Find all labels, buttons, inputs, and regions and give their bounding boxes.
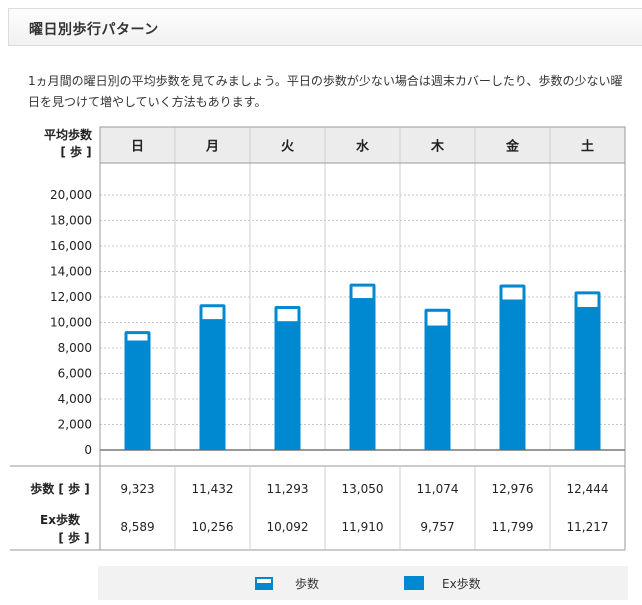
ex-steps-value-cell: 11,910 — [342, 520, 384, 534]
row-label-ex-steps: Ex歩数 — [40, 512, 81, 527]
steps-bar-inner — [577, 294, 598, 307]
y-tick-label: 16,000 — [50, 239, 92, 253]
ex-steps-value-cell: 10,256 — [192, 520, 234, 534]
steps-value-cell: 9,323 — [120, 482, 154, 496]
y-tick-label: 10,000 — [50, 316, 92, 330]
ex-steps-value-cell: 9,757 — [420, 520, 454, 534]
day-label: 月 — [205, 140, 219, 155]
steps-bar-inner — [502, 287, 523, 300]
y-tick-label: 20,000 — [50, 188, 92, 202]
ex-steps-bar — [124, 340, 151, 450]
ex-steps-value-cell: 11,217 — [567, 520, 609, 534]
steps-value-cell: 13,050 — [342, 482, 384, 496]
data-table-frame — [99, 465, 626, 551]
y-tick-label: 8,000 — [58, 341, 92, 355]
ex-steps-bar — [574, 306, 601, 450]
section-header: 曜日別歩行パターン — [8, 8, 642, 46]
y-tick-label: 4,000 — [58, 392, 92, 406]
steps-bar-inner — [127, 334, 148, 341]
steps-value-cell: 12,976 — [492, 482, 534, 496]
y-tick-label: 6,000 — [58, 367, 92, 381]
day-header-band — [100, 127, 625, 163]
chart-legend: 歩数 Ex歩数 — [98, 566, 628, 600]
ex-steps-bar — [349, 298, 376, 450]
ex-steps-bar — [499, 299, 526, 450]
y-tick-label: 18,000 — [50, 214, 92, 228]
ex-steps-bar — [274, 321, 301, 450]
legend-item-steps: 歩数 — [255, 574, 319, 592]
steps-value-cell: 12,444 — [567, 482, 609, 496]
day-label: 火 — [281, 140, 295, 155]
day-label: 金 — [505, 139, 520, 155]
steps-bar-inner — [427, 311, 448, 326]
steps-bar-inner — [352, 286, 373, 299]
description-text: 1ヵ月間の曜日別の平均歩数を見てみましょう。平日の歩数が少ない場合は週末カバーし… — [28, 74, 623, 109]
legend-label-steps: 歩数 — [295, 576, 320, 591]
ex-steps-bar — [424, 325, 451, 450]
row-label-steps: 歩数 [ 歩 ] — [30, 481, 90, 496]
day-label: 水 — [356, 139, 370, 155]
y-axis-title: 平均歩数 — [44, 127, 93, 142]
section-title: 曜日別歩行パターン — [29, 22, 159, 38]
legend-label-ex-steps: Ex歩数 — [442, 576, 481, 591]
row-label-ex-steps-unit: [ 歩 ] — [58, 530, 89, 545]
day-label: 木 — [430, 139, 445, 155]
steps-bar-inner — [277, 309, 298, 322]
steps-value-cell: 11,293 — [267, 482, 309, 496]
ex-steps-value-cell: 8,589 — [120, 520, 154, 534]
ex-steps-bar — [199, 319, 226, 450]
day-label: 日 — [131, 140, 144, 155]
y-tick-label: 0 — [84, 443, 92, 457]
steps-bar-inner — [202, 307, 223, 320]
day-label: 土 — [581, 139, 594, 155]
y-tick-label: 12,000 — [50, 290, 92, 304]
legend-swatch-ex-steps — [404, 576, 424, 590]
steps-value-cell: 11,074 — [417, 482, 459, 496]
y-axis-unit: [ 歩 ] — [60, 144, 91, 159]
legend-item-ex-steps: Ex歩数 — [404, 574, 481, 592]
legend-swatch-steps — [255, 576, 273, 590]
ex-steps-value-cell: 10,092 — [267, 520, 309, 534]
y-tick-label: 2,000 — [58, 418, 92, 432]
ex-steps-value-cell: 11,799 — [492, 520, 534, 534]
y-tick-label: 14,000 — [50, 265, 92, 279]
steps-value-cell: 11,432 — [192, 482, 234, 496]
